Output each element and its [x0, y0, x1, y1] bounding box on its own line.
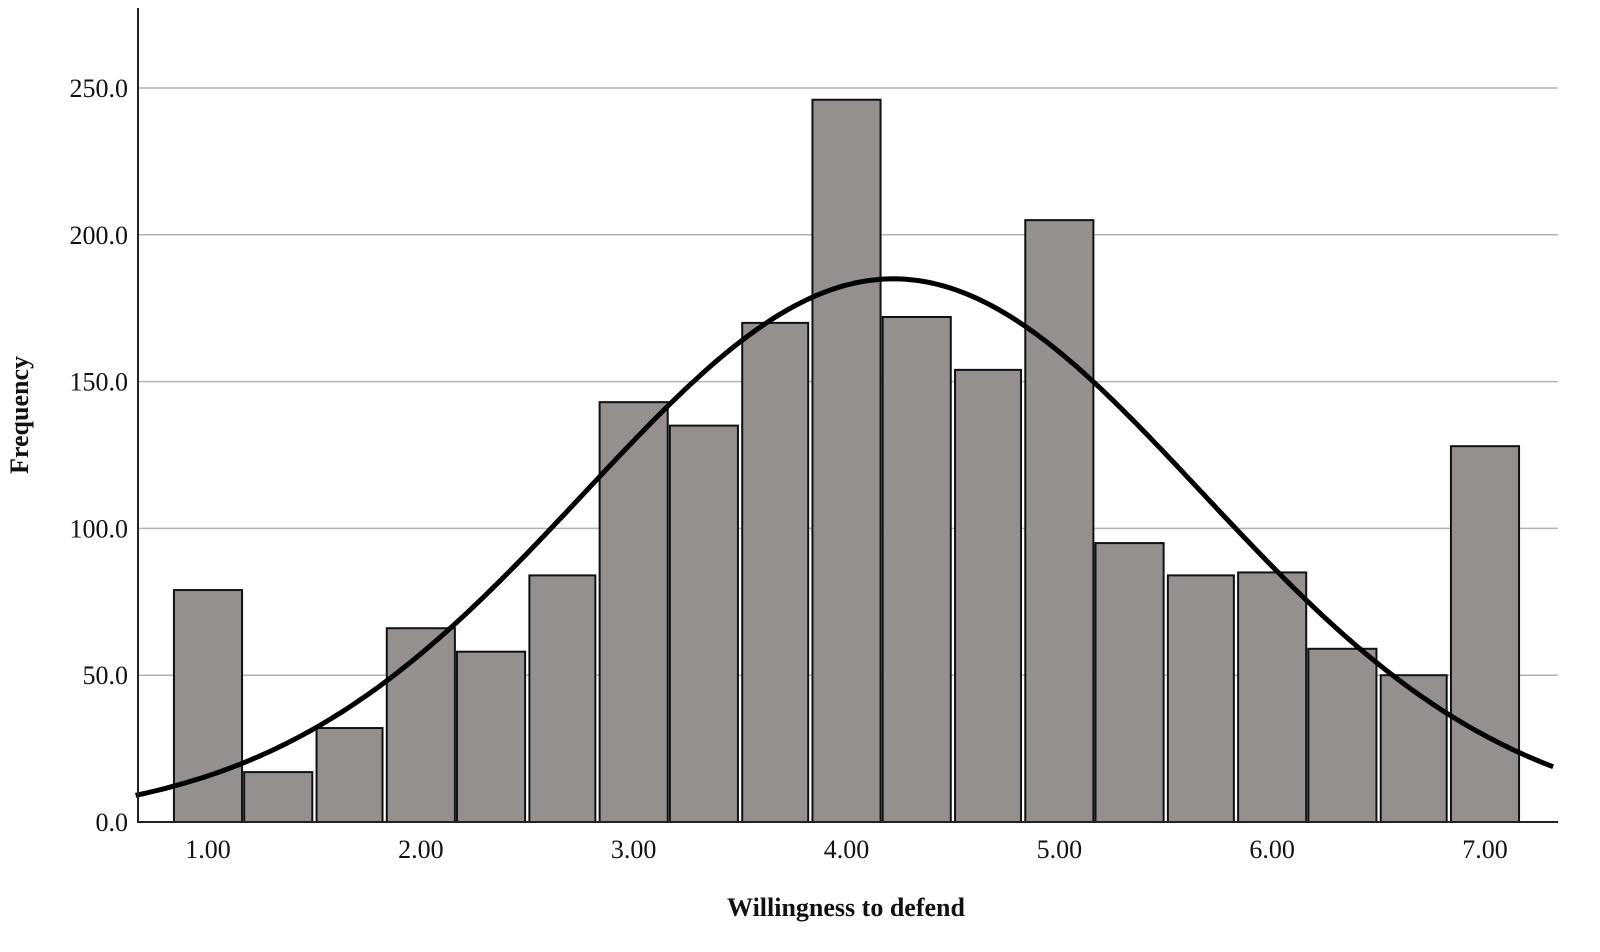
x-tick-label: 4.00 [824, 835, 870, 864]
histogram-bar [741, 321, 810, 823]
y-tick-label: 0.0 [96, 808, 129, 837]
y-axis-title: Frequency [5, 356, 34, 474]
histogram-bar [881, 316, 952, 823]
histogram-bar [598, 401, 669, 823]
histogram-bar [668, 424, 739, 823]
histogram-bar [456, 650, 527, 823]
x-tick-label: 6.00 [1249, 835, 1295, 864]
histogram-bar [1379, 674, 1448, 824]
histogram-bar [1024, 219, 1095, 823]
histogram-bar [315, 727, 384, 823]
histogram-bar [954, 368, 1023, 823]
y-tick-label: 100.0 [70, 514, 129, 543]
histogram-bar [811, 98, 882, 823]
y-axis-ticks: 0.0 50.0 100.0 150.0 200.0 250.0 [70, 74, 129, 837]
x-tick-label: 5.00 [1037, 835, 1083, 864]
histogram-bar [1307, 647, 1378, 823]
histogram-bar [1237, 571, 1308, 823]
y-tick-label: 250.0 [70, 74, 129, 103]
y-tick-label: 50.0 [83, 661, 129, 690]
x-tick-label: 1.00 [185, 835, 231, 864]
x-tick-label: 7.00 [1462, 835, 1508, 864]
histogram-bar [1449, 445, 1521, 823]
y-tick-label: 200.0 [70, 221, 129, 250]
histogram-bar [528, 574, 597, 823]
histogram-bar [385, 627, 456, 823]
histogram-bar [243, 771, 314, 824]
x-axis-title: Willingness to defend [727, 893, 965, 922]
histogram-bar [1094, 542, 1165, 824]
y-tick-label: 150.0 [70, 368, 129, 397]
normal-curve [135, 276, 1554, 798]
x-axis-ticks: 1.00 2.00 3.00 4.00 5.00 6.00 7.00 [185, 835, 1508, 864]
x-tick-label: 2.00 [398, 835, 444, 864]
histogram-bar [172, 589, 244, 824]
histogram-bar [1166, 574, 1235, 823]
histogram-bars [172, 98, 1521, 824]
x-tick-label: 3.00 [611, 835, 657, 864]
